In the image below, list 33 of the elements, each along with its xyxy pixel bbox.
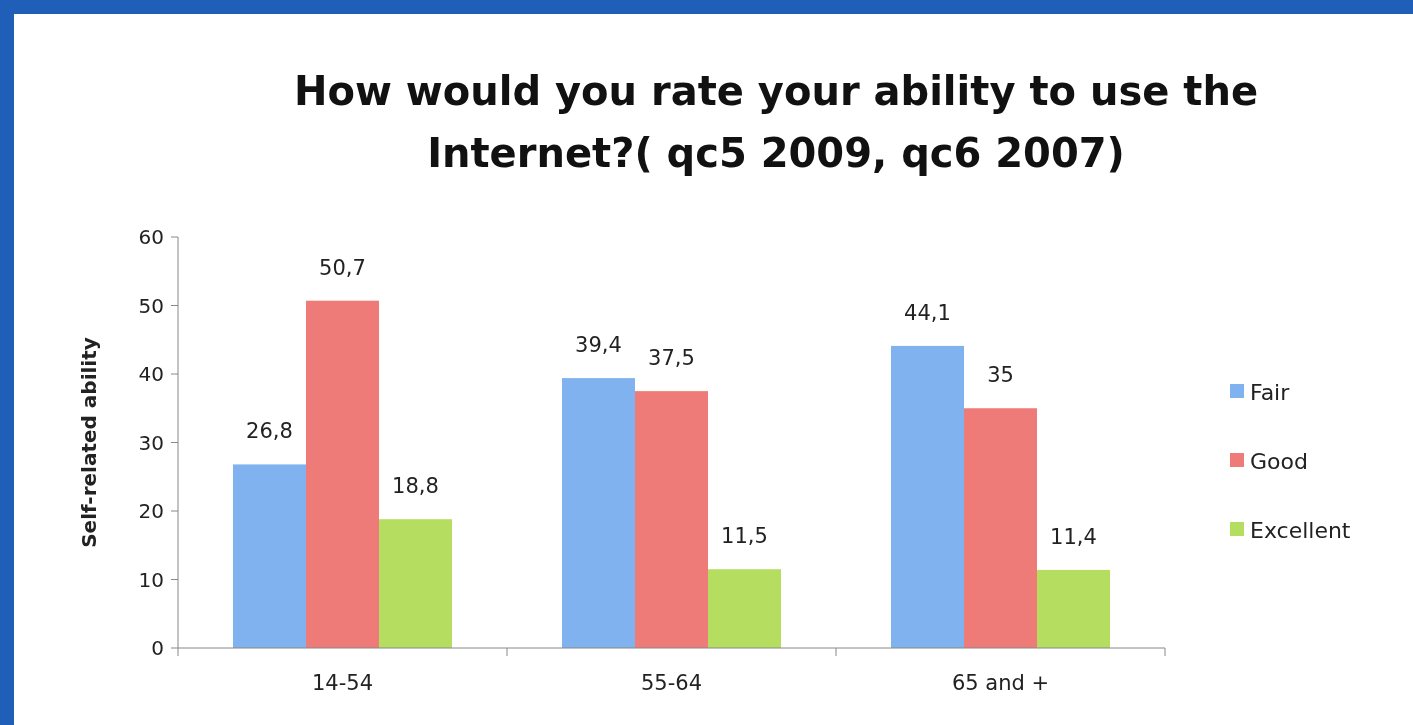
bar xyxy=(635,391,708,648)
y-tick-label: 40 xyxy=(138,362,164,386)
legend-label: Good xyxy=(1250,449,1308,474)
bar xyxy=(379,519,452,648)
bar xyxy=(1037,569,1110,648)
data-label: 44,1 xyxy=(904,300,951,325)
y-tick-label: 20 xyxy=(138,499,164,523)
data-label: 50,7 xyxy=(319,255,366,280)
x-tick-label: 14-54 xyxy=(311,671,374,695)
bar xyxy=(306,300,379,648)
data-label: 39,4 xyxy=(575,333,622,358)
bar xyxy=(891,345,964,648)
bar xyxy=(233,464,306,648)
data-label: 26,8 xyxy=(246,419,293,444)
data-label: 35 xyxy=(987,363,1014,388)
bar xyxy=(964,408,1037,648)
x-tick-label: 55-64 xyxy=(640,671,703,695)
y-tick-label: 10 xyxy=(138,567,164,592)
y-tick-label: 60 xyxy=(138,225,164,249)
data-label: 11,4 xyxy=(1050,524,1097,549)
y-tick-label: 50 xyxy=(138,293,164,318)
legend-label: Excellent xyxy=(1250,518,1351,543)
chart-title: How would you rate your ability to use the Internet?( qc5 2009, qc6 2007) xyxy=(293,68,1259,176)
data-label: 37,5 xyxy=(648,346,695,371)
x-tick-label: 65 and + xyxy=(951,671,1050,695)
data-label: 18,8 xyxy=(392,474,439,499)
legend-label: Fair xyxy=(1250,380,1291,405)
bar xyxy=(562,378,635,648)
y-axis-title: Self-related ability xyxy=(77,337,101,548)
y-tick-label: 30 xyxy=(138,430,164,455)
bar xyxy=(708,569,781,648)
data-label: 11,5 xyxy=(721,524,768,549)
y-tick-label: 0 xyxy=(151,636,164,660)
